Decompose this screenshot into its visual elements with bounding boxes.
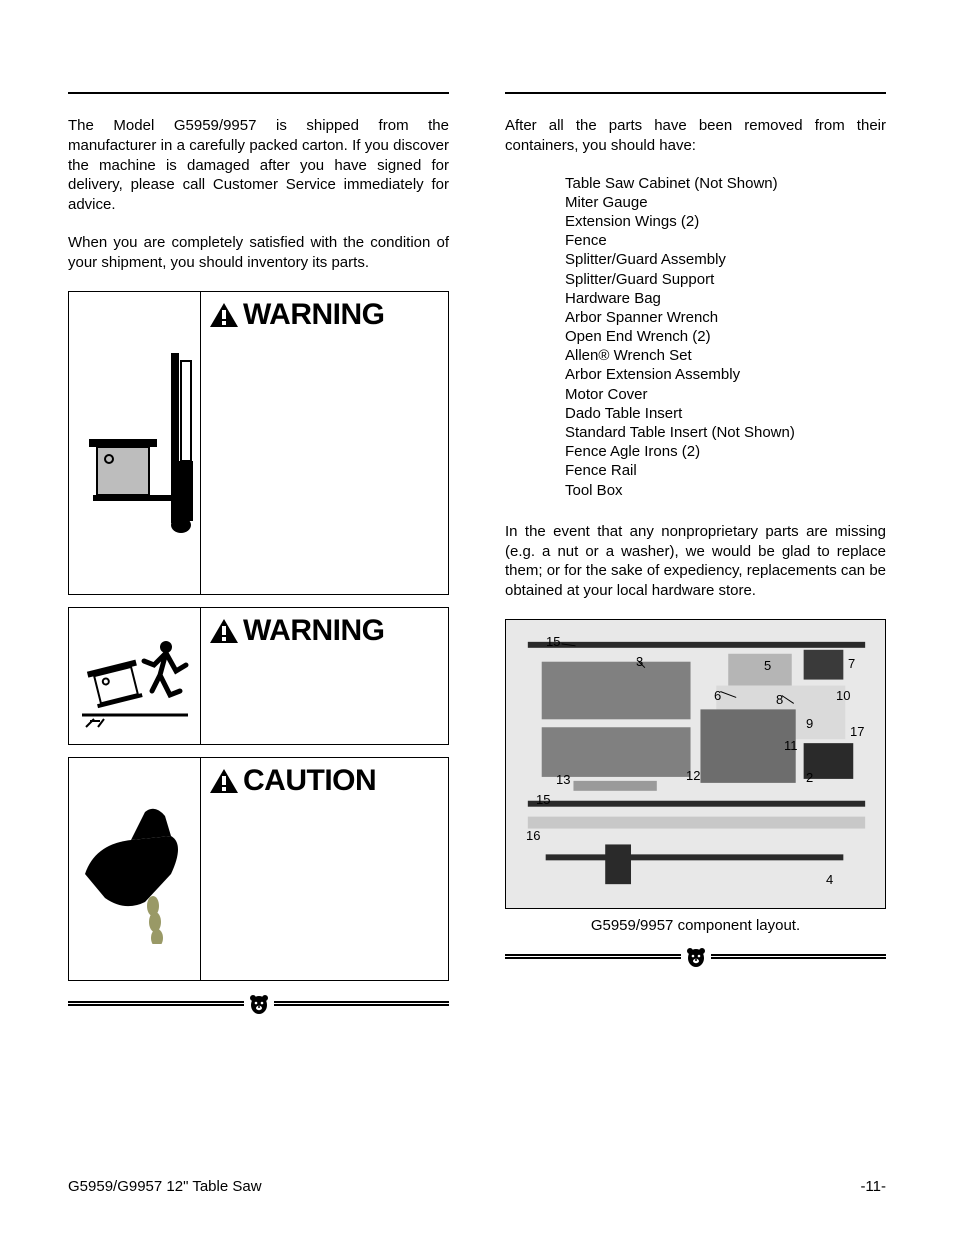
- parts-list-item: Fence Agle Irons (2): [565, 442, 886, 461]
- parts-list-label: Fence Rail: [565, 461, 637, 480]
- figure-callout-number: 2: [806, 770, 813, 785]
- figure-callout-number: 16: [526, 828, 540, 843]
- forklift-icon: [75, 343, 195, 543]
- figure-callout-number: 3: [636, 654, 643, 669]
- parts-list-label: Standard Table Insert (Not Shown): [565, 423, 795, 442]
- parts-list-item: Tool Box: [565, 481, 886, 500]
- sharp-edge-icon: [75, 794, 195, 944]
- alert-triangle-icon: [209, 302, 239, 328]
- column-rule: [68, 92, 449, 94]
- intro-para-1: The Model G5959/9957 is shipped from the…: [68, 116, 449, 215]
- warning-box-tipping: WARNING: [68, 607, 449, 745]
- caution-box-sharp: CAUTION: [68, 757, 449, 981]
- parts-list-label: Arbor Extension Assembly: [565, 365, 740, 384]
- parts-list-label: Open End Wrench (2): [565, 327, 711, 346]
- parts-list-item: Dado Table Insert: [565, 404, 886, 423]
- left-column: The Model G5959/9957 is shipped from the…: [68, 92, 449, 1015]
- figure-callout-number: 11: [784, 738, 798, 753]
- bear-logo-icon: [248, 993, 270, 1015]
- footer-page-number: -11-: [860, 1178, 886, 1195]
- parts-list-label: Splitter/Guard Support: [565, 270, 714, 289]
- figure-callout-number: 4: [826, 872, 833, 887]
- alert-triangle-icon: [209, 768, 239, 794]
- figure-callout-number: 17: [850, 724, 864, 739]
- column-rule: [505, 92, 886, 94]
- parts-list-item: Table Saw Cabinet (Not Shown): [565, 174, 886, 193]
- parts-list-item: Splitter/Guard Assembly: [565, 250, 886, 269]
- closing-para: In the event that any nonproprietary par…: [505, 522, 886, 601]
- figure-callout-number: 7: [848, 656, 855, 671]
- parts-list-item: Fence: [565, 231, 886, 250]
- parts-list-item: Fence Rail: [565, 461, 886, 480]
- warning-box-forklift: WARNING: [68, 291, 449, 595]
- parts-list-label: Arbor Spanner Wrench: [565, 308, 718, 327]
- parts-list-label: Tool Box: [565, 481, 623, 500]
- bear-logo-icon: [685, 946, 707, 968]
- tipping-hazard-icon: [76, 621, 194, 731]
- figure-callout-number: 6: [714, 688, 721, 703]
- parts-list-label: Hardware Bag: [565, 289, 661, 308]
- intro-para-2: When you are completely satisfied with t…: [68, 233, 449, 273]
- figure-caption: G5959/9957 component layout.: [505, 917, 886, 934]
- parts-list-label: Splitter/Guard Assembly: [565, 250, 726, 269]
- alert-triangle-icon: [209, 618, 239, 644]
- figure-callout-number: 9: [806, 716, 813, 731]
- figure-callout-number: 12: [686, 768, 700, 783]
- figure-callout-number: 8: [776, 692, 783, 707]
- page-footer: G5959/G9957 12" Table Saw -11-: [68, 1178, 886, 1195]
- parts-list-item: Arbor Extension Assembly: [565, 365, 886, 384]
- parts-list-label: Fence Agle Irons (2): [565, 442, 700, 461]
- figure-callout-number: 5: [764, 658, 771, 673]
- parts-list-label: Fence: [565, 231, 607, 250]
- parts-list-item: Miter Gauge: [565, 193, 886, 212]
- warning-heading-2: WARNING: [209, 614, 440, 648]
- parts-list-item: Motor Cover: [565, 385, 886, 404]
- component-layout-figure: 15 3 5 7 6 8 10 9 17 11 13 12 2 15 16 4: [505, 619, 886, 909]
- parts-list-label: Table Saw Cabinet (Not Shown): [565, 174, 778, 193]
- parts-list-label: Extension Wings (2): [565, 212, 699, 231]
- parts-list-label: Motor Cover: [565, 385, 648, 404]
- component-layout-svg: [506, 620, 885, 908]
- parts-list-item: Hardware Bag: [565, 289, 886, 308]
- parts-intro: After all the parts have been removed fr…: [505, 116, 886, 156]
- figure-callout-number: 15: [536, 792, 550, 807]
- warning-heading: WARNING: [209, 298, 440, 332]
- parts-list-label: Allen® Wrench Set: [565, 346, 692, 365]
- figure-callout-number: 10: [836, 688, 850, 703]
- parts-list-item: Arbor Spanner Wrench: [565, 308, 886, 327]
- footer-model: G5959/G9957 12" Table Saw: [68, 1178, 262, 1195]
- parts-list-item: Extension Wings (2): [565, 212, 886, 231]
- parts-list-label: Miter Gauge: [565, 193, 648, 212]
- section-end-ornament: [505, 946, 886, 968]
- figure-callout-number: 13: [556, 772, 570, 787]
- caution-heading: CAUTION: [209, 764, 440, 798]
- parts-list-item: Standard Table Insert (Not Shown): [565, 423, 886, 442]
- parts-list-item: Splitter/Guard Support: [565, 270, 886, 289]
- parts-list-item: Allen® Wrench Set: [565, 346, 886, 365]
- section-end-ornament: [68, 993, 449, 1015]
- parts-list-label: Dado Table Insert: [565, 404, 682, 423]
- parts-list-item: Open End Wrench (2): [565, 327, 886, 346]
- figure-callout-number: 15: [546, 634, 560, 649]
- parts-list: Table Saw Cabinet (Not Shown)Miter Gauge…: [565, 174, 886, 500]
- right-column: After all the parts have been removed fr…: [505, 92, 886, 1015]
